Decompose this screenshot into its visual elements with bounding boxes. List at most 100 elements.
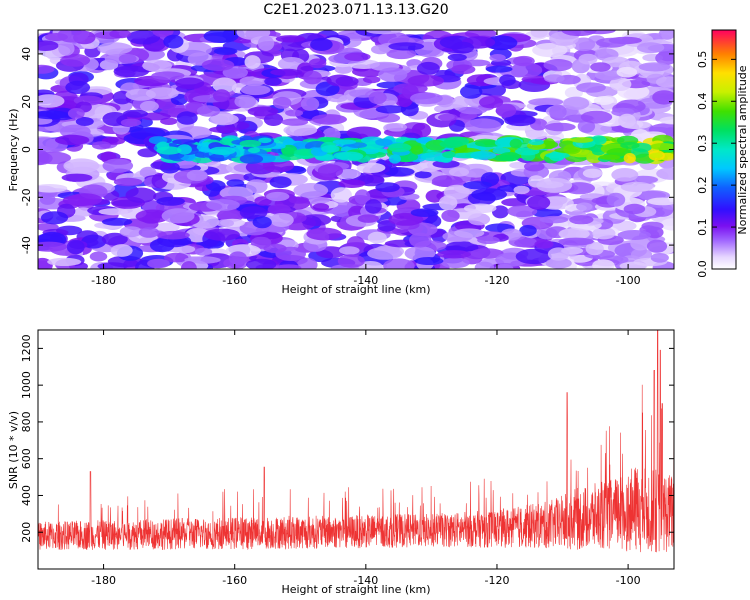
spectrogram-cell: [234, 94, 257, 109]
spectrogram-cell: [239, 139, 262, 148]
spectrogram-x-tick-label: -160: [222, 274, 247, 287]
spectrogram-cell: [98, 208, 129, 216]
spectrogram-cell: [647, 197, 674, 206]
spectrogram-cell: [442, 151, 456, 159]
spectrogram-cell: [354, 189, 371, 205]
spectrogram-cell: [585, 241, 604, 256]
spectrogram-cell: [420, 152, 448, 162]
spectrogram-cell: [448, 167, 470, 177]
spectrogram-cell: [385, 123, 408, 132]
spectrogram-cell: [306, 227, 342, 241]
spectrogram-cell: [499, 74, 516, 86]
spectrogram-cell: [561, 30, 597, 36]
spectrogram-cell: [67, 108, 85, 119]
spectrogram-cell: [194, 247, 213, 256]
spectrogram-cell: [337, 254, 365, 268]
spectrogram-cell: [357, 214, 379, 223]
spectrogram-cell: [519, 225, 537, 237]
spectrogram-cell: [123, 109, 148, 118]
spectrogram-cell: [147, 258, 170, 269]
spectrogram-cell: [175, 77, 205, 90]
spectrogram-cell: [576, 82, 606, 93]
spectrogram-cell: [451, 64, 476, 75]
spectrogram-cell: [245, 179, 268, 194]
snr-x-ticks: -180 -160 -140 -120 -100: [91, 330, 641, 587]
spectrogram-cell: [228, 251, 247, 265]
spectrogram-cell: [300, 214, 332, 227]
spectrogram-cell: [414, 257, 444, 265]
spectrogram-y-tick-label: -40: [20, 236, 33, 254]
spectrogram-cell: [532, 43, 568, 58]
spectrogram-cell: [660, 218, 674, 231]
spectrogram-y-ticks: -40 -20 0 20 40: [20, 47, 674, 254]
spectrogram-cell: [358, 261, 383, 269]
spectrogram-cell: [485, 65, 513, 73]
spectrogram-cell: [206, 199, 240, 211]
spectrogram-cell: [507, 205, 538, 218]
spectrogram-cell: [186, 169, 208, 182]
spectrogram-cell: [641, 221, 664, 231]
spectrogram-cell: [156, 146, 182, 155]
spectrogram-cell: [617, 230, 651, 240]
spectrogram-cell: [375, 105, 407, 114]
spectrogram-cell: [479, 96, 504, 109]
spectrogram-cell: [437, 250, 471, 259]
spectrogram-cell: [54, 134, 90, 146]
spectrogram-cell: [649, 152, 663, 159]
spectrogram-cell: [363, 75, 381, 84]
spectrogram-cell: [38, 110, 69, 120]
colorbar-gradient: [711, 29, 737, 270]
snr-y-tick-label: 800: [20, 411, 33, 432]
spectrogram-cell: [247, 147, 261, 154]
spectrogram-cell: [404, 246, 436, 261]
snr-y-tick-label: 1200: [20, 334, 33, 362]
snr-y-tick-label: 400: [20, 485, 33, 506]
spectrogram-cell: [592, 227, 616, 240]
spectrogram-cell: [61, 173, 93, 182]
spectrogram-cell: [558, 237, 594, 246]
colorbar-tick-label: 0.3: [696, 134, 709, 152]
spectrogram-x-tick-label: -100: [616, 274, 641, 287]
spectrogram-cell: [539, 215, 569, 224]
spectrogram-cell: [101, 217, 133, 226]
spectrogram-cell: [58, 41, 75, 56]
spectrogram-cell: [495, 103, 517, 118]
spectrogram-x-tick-label: -140: [353, 274, 378, 287]
spectrogram-cell: [368, 91, 387, 105]
spectrogram-cells: [38, 30, 674, 269]
snr-y-tick-label: 600: [20, 448, 33, 469]
spectrogram-cell: [296, 257, 318, 269]
spectrogram-cell: [267, 203, 291, 215]
spectrogram-cell: [172, 139, 196, 145]
spectrogram-cell: [470, 150, 497, 160]
spectrogram-cell: [156, 196, 185, 206]
spectrogram-cell: [620, 141, 640, 149]
spectrogram-cell: [388, 213, 424, 226]
spectrogram-cell: [97, 42, 133, 55]
spectrogram-cell: [138, 227, 160, 238]
spectrogram-cell: [270, 213, 294, 227]
spectrogram-cell: [212, 77, 237, 93]
spectrogram-cell: [184, 256, 221, 264]
spectrogram-cell: [266, 191, 290, 202]
spectrogram-cell: [272, 96, 292, 109]
spectrogram-cell: [513, 55, 535, 67]
spectrogram-cell: [536, 177, 573, 193]
spectrogram-cell: [120, 118, 142, 127]
snr-x-axis-label: Height of straight line (km): [281, 583, 430, 596]
spectrogram-y-tick-label: 0: [20, 146, 33, 153]
spectrogram-cell: [269, 176, 292, 189]
spectrogram-cell: [593, 96, 615, 105]
spectrogram-cell: [477, 236, 500, 245]
spectrogram-cell: [655, 51, 674, 65]
spectrogram-cell: [135, 209, 170, 224]
spectrogram-cell: [658, 30, 674, 40]
spectrogram-cell: [638, 62, 671, 72]
spectrogram-cell: [113, 65, 150, 78]
spectrogram-cell: [441, 257, 470, 269]
spectrogram-cell: [558, 228, 590, 240]
spectrogram-cell: [216, 219, 234, 228]
spectrogram-cell: [582, 168, 603, 178]
spectrogram-cell: [619, 261, 648, 269]
colorbar-tick-label: 0.0: [696, 260, 709, 278]
